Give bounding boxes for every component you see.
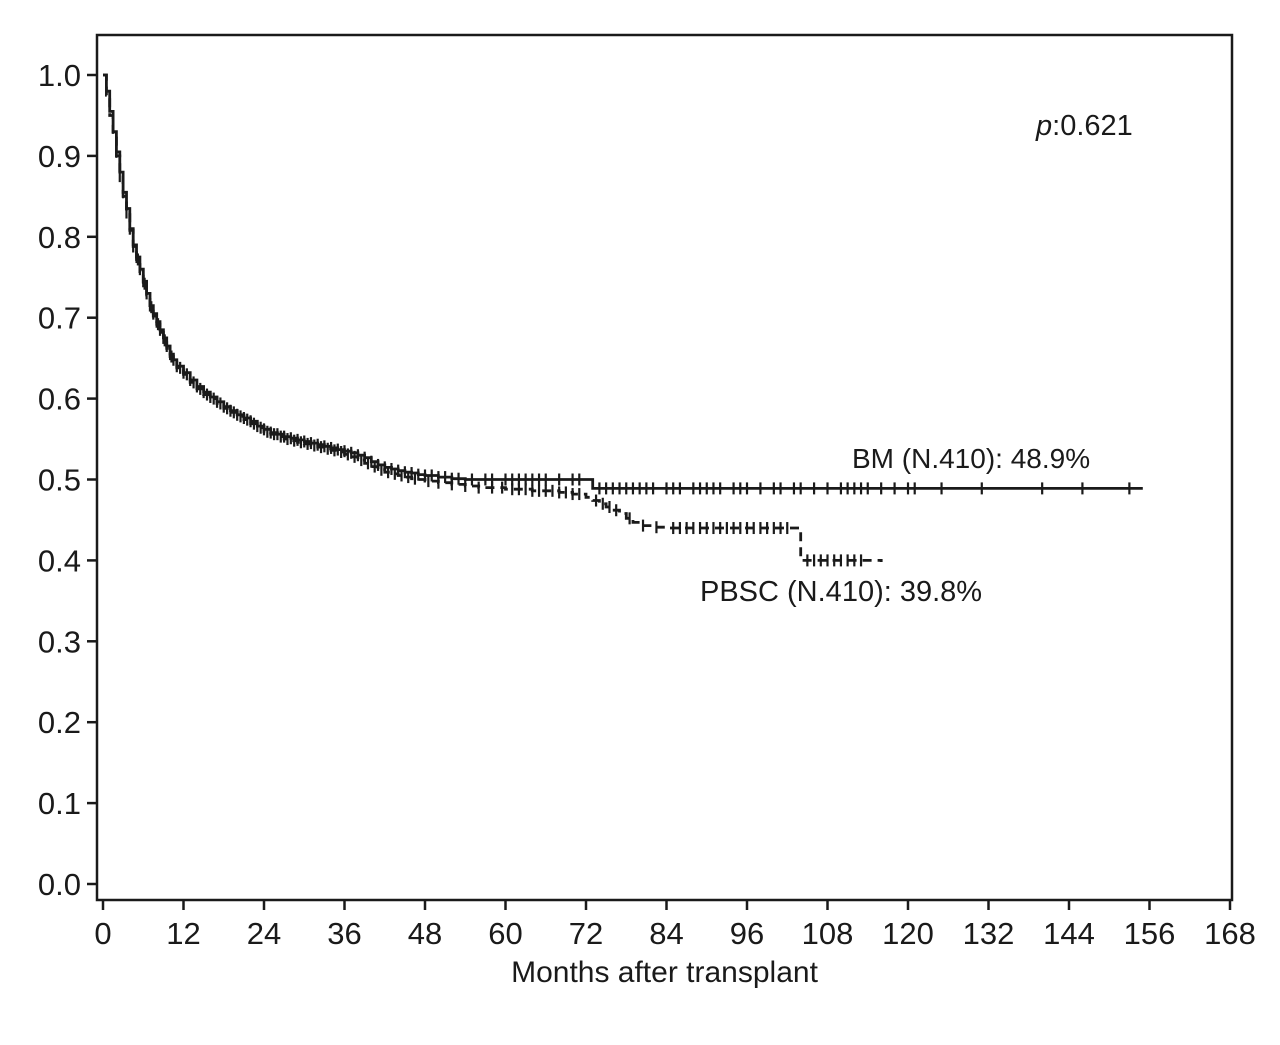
p-value-annotation: p:0.621 [1036, 110, 1133, 143]
x-axis-tick-label: 12 [166, 916, 200, 951]
x-axis-tick-label: 24 [247, 916, 281, 951]
y-axis-tick-label: 0.9 [38, 139, 81, 174]
x-axis-tick-label: 60 [488, 916, 522, 951]
y-axis-tick-label: 1.0 [38, 58, 81, 93]
y-axis-tick-label: 0.5 [38, 463, 81, 498]
plot-frame [95, 33, 1234, 902]
x-axis-tick-label: 120 [882, 916, 934, 951]
x-axis-tick-label: 168 [1204, 916, 1256, 951]
y-axis-tick-label: 0.1 [38, 786, 81, 821]
x-axis-tick-label: 48 [408, 916, 442, 951]
x-axis-tick-label: 84 [649, 916, 683, 951]
x-axis-title: Months after transplant [511, 956, 818, 989]
bm-survival-curve [103, 73, 1143, 490]
p-symbol: p [1036, 110, 1053, 142]
x-axis-tick-label: 0 [94, 916, 111, 951]
y-axis-tick-label: 0.2 [38, 705, 81, 740]
y-axis-tick-label: 0.8 [38, 220, 81, 255]
x-axis-tick-label: 36 [327, 916, 361, 951]
y-axis-tick-label: 0.0 [38, 867, 81, 902]
pbsc-survival-curve [103, 73, 883, 562]
bm-curve-label: BM (N.410): 48.9% [852, 443, 1091, 474]
y-axis-tick-label: 0.4 [38, 543, 81, 578]
y-axis-tick-label: 0.6 [38, 382, 81, 417]
x-axis-tick-label: 108 [802, 916, 854, 951]
x-axis-tick-label: 144 [1043, 916, 1095, 951]
x-axis-tick-label: 132 [963, 916, 1015, 951]
pbsc-curve-label: PBSC (N.410): 39.8% [700, 576, 983, 608]
x-axis-tick-label: 72 [569, 916, 603, 951]
p-value-text: :0.621 [1052, 110, 1133, 142]
x-axis-tick-label: 156 [1124, 916, 1176, 951]
y-axis-tick-label: 0.7 [38, 301, 81, 336]
x-axis-tick-label: 96 [730, 916, 764, 951]
y-axis-tick-label: 0.3 [38, 624, 81, 659]
